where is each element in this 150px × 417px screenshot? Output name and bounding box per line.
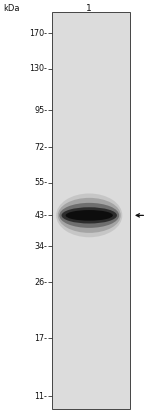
Text: kDa: kDa: [3, 4, 20, 13]
Text: 11-: 11-: [34, 392, 47, 401]
Text: 72-: 72-: [34, 143, 47, 151]
Ellipse shape: [59, 203, 119, 228]
Text: 26-: 26-: [34, 278, 47, 286]
Ellipse shape: [56, 193, 122, 237]
Text: 17-: 17-: [34, 334, 47, 343]
Text: 95-: 95-: [34, 106, 47, 115]
Text: 34-: 34-: [34, 242, 47, 251]
Text: 55-: 55-: [34, 178, 47, 187]
Bar: [52, 12, 130, 409]
Text: 130-: 130-: [29, 64, 47, 73]
Text: 170-: 170-: [29, 29, 47, 38]
Ellipse shape: [61, 207, 117, 224]
Text: 43-: 43-: [34, 211, 47, 220]
Ellipse shape: [66, 210, 113, 221]
Text: 1: 1: [86, 4, 92, 13]
Ellipse shape: [58, 198, 121, 233]
